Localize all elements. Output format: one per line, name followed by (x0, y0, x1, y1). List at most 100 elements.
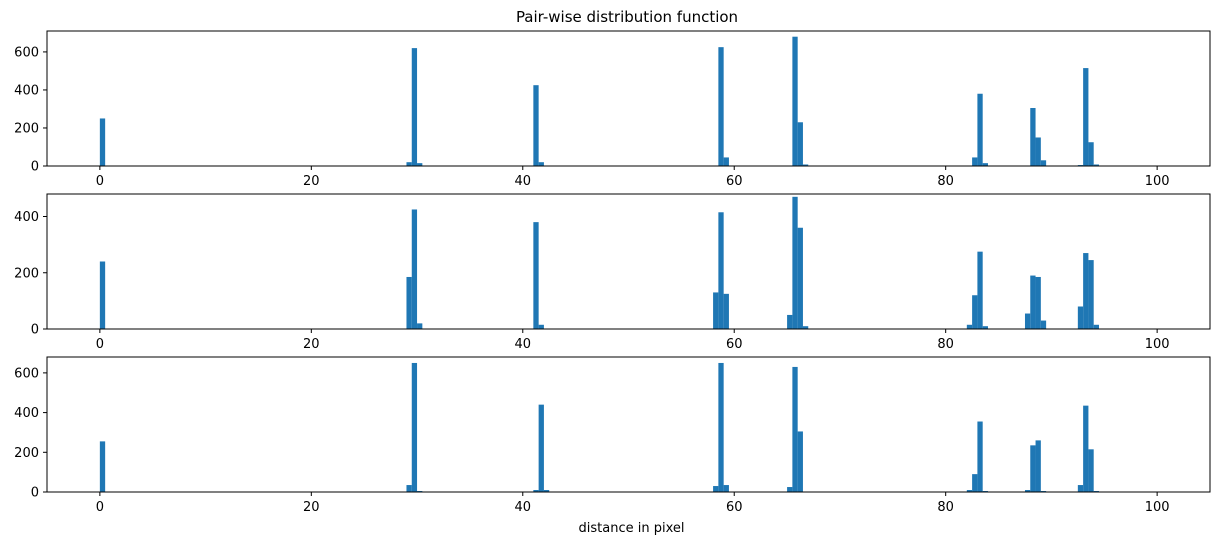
y-tick-label: 600 (14, 366, 39, 381)
y-tick-label: 200 (14, 446, 39, 461)
histogram-bar (792, 366, 798, 492)
subplot-bottom: 0 20 40 60 80 100 0 200 400 600 distance in pixel (14, 356, 1211, 536)
x-axis-label: distance in pixel (579, 521, 685, 536)
x-tick-label: 80 (937, 174, 954, 189)
histogram-bar (411, 209, 418, 329)
y-tick-label: 200 (14, 121, 39, 136)
histogram-bar (533, 222, 539, 330)
x-tick-label: 100 (1145, 337, 1170, 352)
histogram-bar (787, 487, 793, 492)
y-tick-label: 400 (14, 210, 39, 225)
y-tick-label: 0 (31, 486, 39, 501)
histogram-bar (538, 404, 544, 492)
y-tick-label: 0 (31, 323, 39, 338)
histogram-bar (713, 486, 719, 492)
y-tick-label: 200 (14, 266, 39, 281)
histogram-bar (718, 212, 724, 329)
histogram-bar (797, 122, 803, 166)
histogram-bar (802, 326, 809, 329)
histogram-bar (966, 324, 973, 329)
histogram-bar (718, 47, 724, 166)
x-tick-label: 40 (514, 174, 531, 189)
histogram-bar (1024, 490, 1031, 492)
x-tick-label: 80 (937, 500, 954, 515)
histogram-bar (99, 118, 106, 166)
histogram-bar (533, 490, 539, 492)
histogram-bar (797, 227, 803, 329)
histogram-bar (1088, 142, 1094, 166)
histogram-bar (792, 36, 798, 167)
histogram-bar (1030, 445, 1036, 492)
histogram-bar (977, 421, 983, 492)
histogram-bar (1093, 324, 1099, 329)
x-tick-label: 20 (303, 500, 320, 515)
histogram-bar (713, 292, 719, 329)
subplot-middle: 0 20 40 60 80 100 0 200 400 (14, 193, 1211, 352)
histogram-bar (411, 48, 418, 166)
histogram-bar (718, 362, 724, 492)
x-tick-label: 60 (726, 337, 743, 352)
x-tick-label: 20 (303, 337, 320, 352)
histogram-bar (1077, 306, 1084, 329)
histogram-bar (1088, 260, 1094, 329)
y-tick-label: 400 (14, 406, 39, 421)
histogram-bar (99, 441, 106, 493)
histogram-bar (977, 93, 983, 166)
x-tick-label: 0 (96, 500, 104, 515)
histogram-bar (1035, 440, 1041, 492)
axes-frame (46, 30, 1211, 167)
axes-frame (46, 356, 1211, 493)
histogram-bar (966, 490, 973, 492)
axes-frame (46, 193, 1211, 330)
x-tick-label: 40 (514, 337, 531, 352)
histogram-bar (543, 490, 550, 492)
x-tick-label: 20 (303, 174, 320, 189)
histogram-bar (797, 431, 803, 492)
histogram-bar (411, 362, 418, 492)
x-tick-label: 60 (726, 174, 743, 189)
histogram-bar (533, 85, 539, 166)
figure-title: Pair-wise distribution function (516, 8, 738, 26)
histogram-bar (1088, 449, 1094, 492)
x-tick-label: 0 (96, 337, 104, 352)
histogram-bar (538, 162, 544, 166)
histogram-bar (1030, 108, 1036, 166)
histogram-bar (1030, 275, 1036, 329)
histogram-bar (538, 324, 544, 329)
histogram-bar (1083, 253, 1089, 329)
histogram-bar (1024, 313, 1031, 329)
histogram-bar (792, 196, 798, 329)
x-tick-label: 80 (937, 337, 954, 352)
histogram-bar (982, 326, 988, 329)
histogram-bar (972, 474, 978, 492)
histogram-bar (1035, 276, 1041, 329)
histogram-bar (723, 293, 729, 329)
histogram-bar (417, 163, 423, 166)
histogram-bar (1077, 485, 1084, 492)
x-tick-label: 60 (726, 500, 743, 515)
x-tick-label: 100 (1145, 174, 1170, 189)
histogram-bar (1093, 164, 1099, 166)
y-tick-label: 0 (31, 160, 39, 175)
histogram-bar (1083, 405, 1089, 492)
y-tick-label: 600 (14, 45, 39, 60)
y-tick-label: 400 (14, 83, 39, 98)
histogram-bar (787, 314, 793, 329)
histogram-bar (1083, 68, 1089, 166)
subplot-top: 0 20 40 60 80 100 0 200 400 600 (14, 30, 1211, 189)
x-tick-label: 40 (514, 500, 531, 515)
x-tick-label: 0 (96, 174, 104, 189)
histogram-bar (406, 162, 412, 166)
histogram-bar (972, 295, 978, 329)
histogram-bar (406, 485, 412, 492)
histogram-bar (723, 157, 729, 166)
histogram-bar (977, 251, 983, 329)
histogram-bar (406, 276, 412, 329)
histogram-bar (802, 164, 809, 166)
x-tick-label: 100 (1145, 500, 1170, 515)
histogram-bar (972, 157, 978, 166)
histogram-bar (982, 163, 988, 166)
histogram-bar (417, 323, 423, 330)
histogram-bar (1035, 137, 1041, 166)
